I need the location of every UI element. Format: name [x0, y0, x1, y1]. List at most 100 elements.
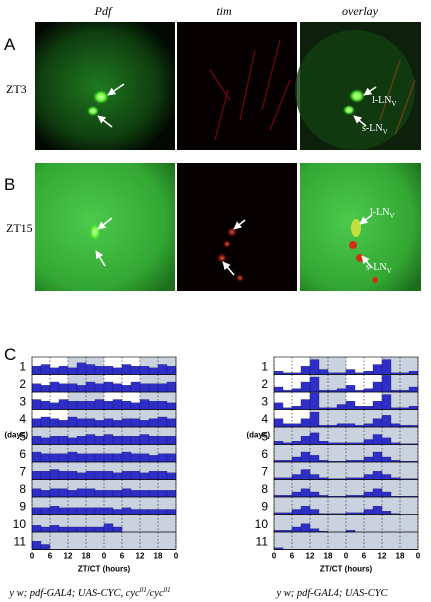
day-label: 10: [13, 517, 27, 531]
activity-bar: [130, 490, 141, 498]
activity-bar: [40, 507, 51, 515]
activity-bar: [112, 490, 123, 498]
x-tick-label: 12: [136, 552, 145, 561]
activity-bar: [67, 401, 78, 410]
activity-bar: [112, 399, 123, 410]
activity-bar: [40, 437, 51, 445]
activity-bar: [139, 434, 150, 445]
caption-part: 01: [140, 586, 147, 594]
activity-bar: [372, 488, 383, 498]
annotation: s-LNV: [362, 123, 388, 136]
activity-bar: [58, 383, 69, 393]
activity-bar: [300, 488, 311, 498]
cell: [236, 274, 244, 282]
activity-bar: [94, 436, 105, 445]
activity-bar: [85, 364, 96, 375]
caption-part: y w; pdf-GAL4; UAS-CYC, cyc: [8, 588, 140, 599]
activity-bar: [148, 383, 159, 393]
activity-bar: [291, 474, 302, 480]
activity-bar: [148, 418, 159, 428]
activity-bar: [67, 416, 78, 428]
activity-bar: [94, 383, 105, 393]
activity-bar: [300, 451, 311, 463]
activity-bar: [103, 507, 114, 515]
activity-bar: [112, 383, 123, 393]
activity-bar: [76, 385, 87, 393]
activity-bar: [363, 509, 374, 515]
activity-bar: [408, 371, 419, 375]
arrow: [107, 83, 125, 96]
activity-bar: [148, 436, 159, 445]
activity-bar: [58, 366, 69, 375]
activity-bar: [372, 401, 383, 410]
activity-bar: [121, 385, 132, 393]
activity-bar: [31, 488, 42, 498]
activity-bar: [121, 364, 132, 375]
activity-bar: [94, 366, 105, 375]
cell: [349, 241, 357, 249]
caption-part: 01: [164, 586, 171, 594]
activity-bar: [381, 511, 392, 515]
activity-bar: [166, 453, 177, 463]
activity-bar: [291, 526, 302, 533]
activity-bar: [67, 526, 78, 533]
y-axis-label: (days): [4, 431, 28, 440]
activity-bar: [273, 418, 284, 428]
arrow: [361, 255, 373, 269]
activity-bar: [94, 471, 105, 480]
x-tick-label: 0: [30, 552, 35, 561]
activity-bar: [318, 441, 329, 445]
activity-bar: [148, 509, 159, 515]
cell: [217, 253, 227, 263]
x-tick-label: 18: [396, 552, 405, 561]
x-axis-label: ZT/CT (hours): [78, 565, 131, 574]
day-label: 9: [261, 500, 268, 514]
activity-bar: [166, 418, 177, 428]
panel-label: A: [4, 35, 16, 54]
activity-bar: [31, 436, 42, 445]
y-axis-label: (days): [246, 431, 270, 440]
day-label: 10: [255, 517, 269, 531]
activity-bar: [49, 506, 60, 515]
activity-bar: [31, 471, 42, 480]
activity-bar: [112, 436, 123, 445]
activity-bar: [381, 415, 392, 428]
x-tick-label: 18: [82, 552, 91, 561]
activity-bar: [345, 385, 356, 393]
fibers: [379, 59, 416, 136]
activity-bar: [363, 439, 374, 445]
day-label: 4: [261, 412, 268, 426]
activity-bar: [139, 383, 150, 393]
activity-bar: [40, 453, 51, 463]
activity-bar: [40, 385, 51, 393]
activity-bar: [103, 381, 114, 393]
activity-bar: [381, 394, 392, 410]
activity-bar: [85, 401, 96, 410]
activity-bar: [31, 383, 42, 393]
activity-bar: [139, 472, 150, 480]
day-label: 8: [261, 482, 268, 496]
x-tick-label: 0: [272, 552, 277, 561]
cell: [372, 277, 378, 283]
activity-bar: [309, 376, 320, 393]
activity-bar: [40, 364, 51, 375]
activity-bar: [336, 404, 347, 410]
activity-bar: [291, 441, 302, 445]
activity-bar: [49, 453, 60, 463]
activity-bar: [58, 420, 69, 428]
activity-bar: [345, 401, 356, 410]
activity-bar: [31, 541, 42, 550]
activity-bar: [381, 437, 392, 445]
arrow: [95, 250, 106, 267]
day-label: 2: [19, 377, 26, 391]
image-tim-zt3: [177, 22, 297, 150]
activity-bar: [49, 525, 60, 533]
activity-bar: [112, 420, 123, 428]
day-label: 3: [261, 395, 268, 409]
activity-bar: [31, 507, 42, 515]
activity-bar: [300, 523, 311, 533]
cell: [87, 106, 99, 116]
activity-bar: [85, 381, 96, 393]
activity-bar: [58, 526, 69, 533]
activity-bar: [273, 386, 284, 393]
